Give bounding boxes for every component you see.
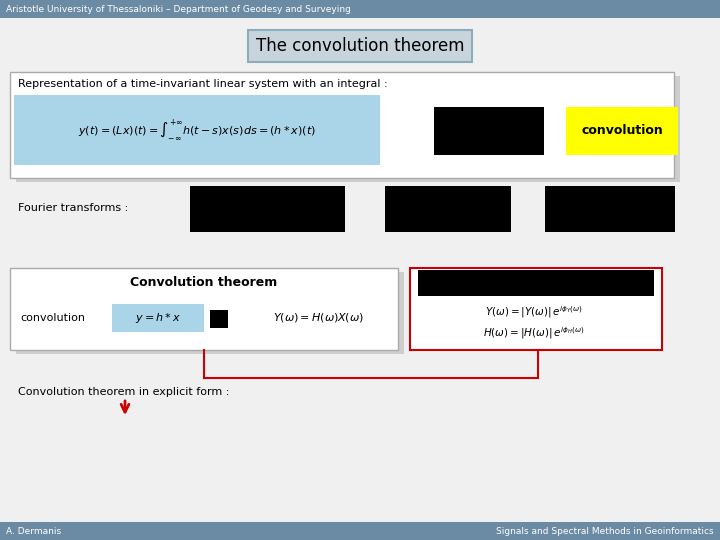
Bar [248, 30, 472, 62]
Text: convolution: convolution [20, 313, 85, 323]
Text: A. Dermanis: A. Dermanis [6, 526, 61, 536]
Text: $y = h * x$: $y = h * x$ [135, 311, 181, 325]
Bar [16, 76, 680, 182]
Bar [385, 186, 511, 232]
Bar [0, 522, 720, 540]
Text: Convolution theorem in explicit form :: Convolution theorem in explicit form : [18, 387, 230, 397]
Bar [566, 107, 678, 155]
Text: $H(\omega) = |H(\omega)|\, e^{i\phi_H(\omega)}$: $H(\omega) = |H(\omega)|\, e^{i\phi_H(\o… [483, 325, 585, 341]
Text: Signals and Spectral Methods in Geoinformatics: Signals and Spectral Methods in Geoinfor… [496, 526, 714, 536]
Bar [410, 268, 662, 350]
Text: Aristotle University of Thessaloniki – Department of Geodesy and Surveying: Aristotle University of Thessaloniki – D… [6, 4, 351, 14]
Text: $Y(\omega) = |Y(\omega)|\, e^{i\phi_Y(\omega)}$: $Y(\omega) = |Y(\omega)|\, e^{i\phi_Y(\o… [485, 304, 583, 320]
Text: Fourier transforms :: Fourier transforms : [18, 203, 128, 213]
Bar [14, 95, 380, 165]
Bar [16, 272, 404, 354]
Text: $y(t) = (Lx)(t) = \int_{-\infty}^{+\infty} h(t-s)x(s)ds = (h*x)(t)$: $y(t) = (Lx)(t) = \int_{-\infty}^{+\inft… [78, 117, 316, 143]
Text: convolution: convolution [581, 125, 663, 138]
Text: Convolution theorem: Convolution theorem [130, 275, 278, 288]
Bar [210, 310, 228, 328]
Bar [545, 186, 675, 232]
Bar [434, 107, 544, 155]
Text: $Y(\omega) = H(\omega)X(\omega)$: $Y(\omega) = H(\omega)X(\omega)$ [273, 312, 364, 325]
Bar [190, 186, 345, 232]
Text: Representation of a time-invariant linear system with an integral :: Representation of a time-invariant linea… [18, 79, 387, 89]
Bar [418, 270, 654, 296]
Text: The convolution theorem: The convolution theorem [256, 37, 464, 55]
Bar [10, 72, 674, 178]
Bar [10, 268, 398, 350]
Bar [0, 0, 720, 18]
Bar [112, 304, 204, 332]
